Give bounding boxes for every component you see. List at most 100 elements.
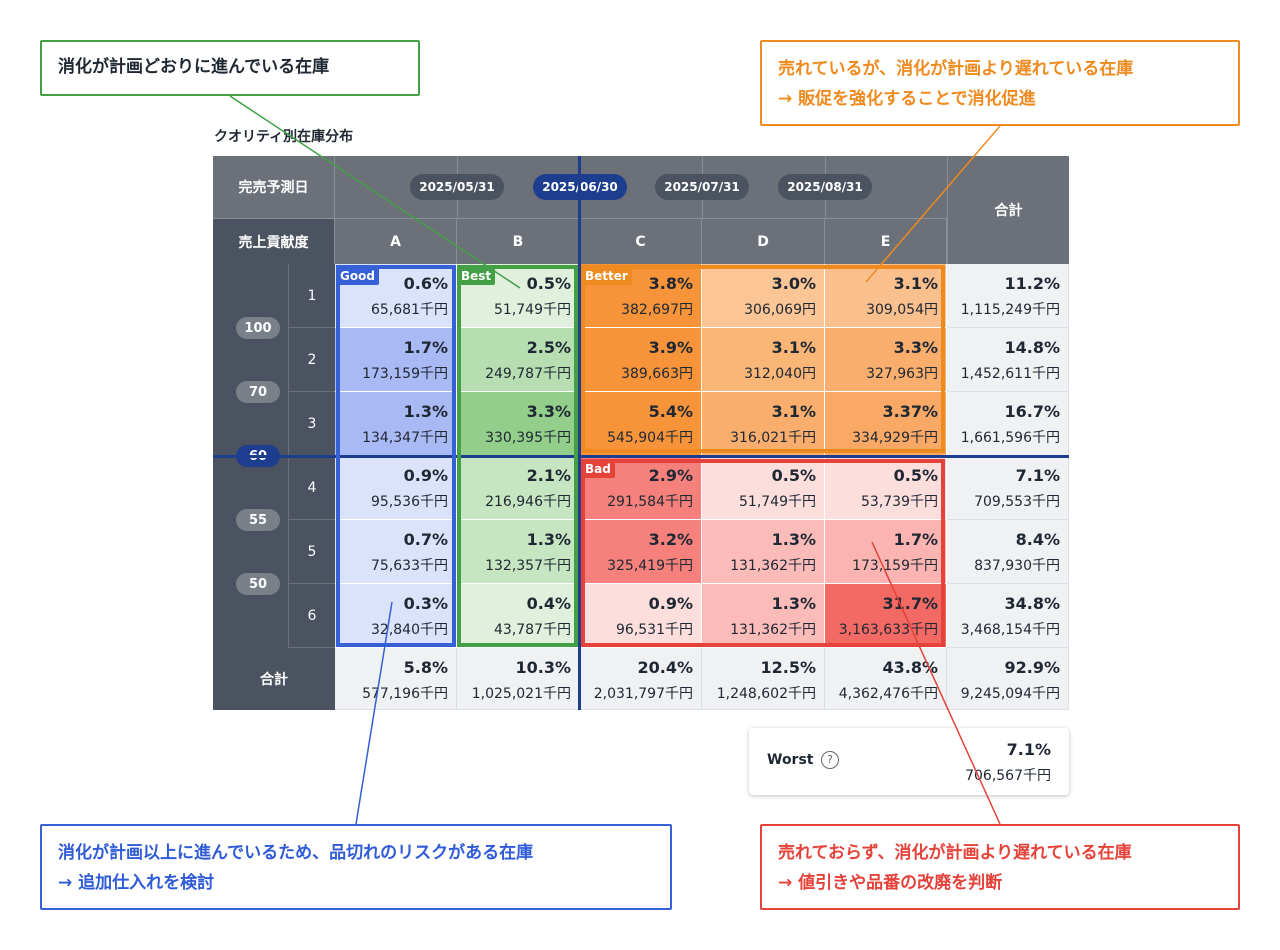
column-total-cell: 20.4% 2,031,797千円 (580, 648, 702, 710)
score-pill[interactable]: 50 (236, 573, 280, 595)
callout-stockout-risk: 消化が計画以上に進んでいるため、品切れのリスクがある在庫 → 追加仕入れを検討 (40, 824, 672, 910)
score-pill[interactable]: 55 (236, 509, 280, 531)
connector-not-selling (871, 541, 1001, 825)
column-header-c[interactable]: C (580, 219, 702, 264)
cell-percent: 5.8% (403, 658, 448, 677)
column-header-e[interactable]: E (825, 219, 947, 264)
cell-amount: 334,929千円 (852, 430, 938, 446)
cell-amount: 389,663円 (621, 366, 693, 382)
cell-percent: 3.1% (771, 402, 816, 421)
matrix-cell[interactable]: 0.9% 95,536千円 (335, 456, 457, 520)
cell-percent: 92.9% (1004, 658, 1060, 677)
matrix-cell[interactable]: 0.5% 51,749千円 (702, 456, 825, 520)
matrix-cell[interactable]: 0.7% 75,633千円 (335, 520, 457, 584)
column-total-cell: 10.3% 1,025,021千円 (457, 648, 580, 710)
date-pill[interactable]: 2025/08/31 (778, 174, 872, 200)
row-total-cell: 7.1% 709,553千円 (947, 456, 1069, 520)
matrix-cell[interactable]: 0.9% 96,531千円 (580, 584, 702, 648)
chart-title: クオリティ別在庫分布 (214, 129, 354, 145)
matrix-cell[interactable]: 1.3% 131,362千円 (702, 520, 825, 584)
question-circle-icon[interactable]: ? (821, 751, 839, 769)
cell-amount: 95,536千円 (371, 494, 448, 510)
cell-percent: 1.7% (893, 530, 938, 549)
cell-amount: 1,452,611千円 (960, 366, 1060, 382)
cell-percent: 0.5% (893, 466, 938, 485)
cell-percent: 1.3% (771, 594, 816, 613)
callout-on-plan: 消化が計画どおりに進んでいる在庫 (40, 40, 420, 96)
matrix-cell[interactable]: 0.4% 43,787千円 (457, 584, 580, 648)
matrix-cell[interactable]: 3.1% 316,021千円 (702, 392, 825, 456)
cell-percent: 3.9% (648, 338, 693, 357)
matrix-cell[interactable]: 3.9% 389,663円 (580, 328, 702, 392)
date-pill[interactable]: 2025/07/31 (655, 174, 749, 200)
matrix-cell[interactable]: 1.3% 132,357千円 (457, 520, 580, 584)
cell-amount: 2,031,797千円 (593, 686, 693, 702)
cell-amount: 249,787千円 (485, 366, 571, 382)
cell-amount: 75,633千円 (371, 558, 448, 574)
vertical-divider (578, 156, 581, 710)
matrix-cell[interactable]: 2.5% 249,787千円 (457, 328, 580, 392)
cell-amount: 1,661,596千円 (960, 430, 1060, 446)
worst-card: Worst ? 7.1% 706,567千円 (749, 728, 1069, 795)
cell-amount: 327,963円 (866, 366, 938, 382)
matrix-cell[interactable]: 1.7% 173,159千円 (335, 328, 457, 392)
score-pill[interactable]: 100 (236, 317, 280, 339)
cell-amount: 1,115,249千円 (960, 302, 1060, 318)
matrix-cell[interactable]: 3.0% 306,069円 (702, 264, 825, 328)
worst-label: Worst (767, 752, 814, 768)
cell-percent: 3.8% (648, 274, 693, 293)
cell-percent: 34.8% (1004, 594, 1060, 613)
cell-amount: 134,347千円 (362, 430, 448, 446)
cell-percent: 3.2% (648, 530, 693, 549)
cell-percent: 3.1% (771, 338, 816, 357)
date-pill[interactable]: 2025/05/31 (410, 174, 504, 200)
grand-total-cell: 92.9% 9,245,094千円 (947, 648, 1069, 710)
row-total-cell: 8.4% 837,930千円 (947, 520, 1069, 584)
matrix-cell[interactable]: 3.2% 325,419千円 (580, 520, 702, 584)
cell-percent: 31.7% (882, 594, 938, 613)
cell-amount: 51,749千円 (494, 302, 571, 318)
column-header-d[interactable]: D (702, 219, 825, 264)
matrix-cell[interactable]: 1.3% 134,347千円 (335, 392, 457, 456)
cell-amount: 51,749千円 (739, 494, 816, 510)
matrix-cell[interactable]: 5.4% 545,904千円 (580, 392, 702, 456)
sellout-date-header: 完売予測日 (213, 156, 335, 219)
column-header-b[interactable]: B (457, 219, 580, 264)
matrix-cell[interactable]: 0.5% 53,739千円 (825, 456, 947, 520)
matrix-cell[interactable]: 3.3% 327,963円 (825, 328, 947, 392)
callout-note: → 販促を強化することで消化促進 (778, 89, 1036, 109)
score-pill[interactable]: 70 (236, 381, 280, 403)
callout-title: 売れておらず、消化が計画より遅れている在庫 (778, 843, 1132, 863)
matrix-cell[interactable]: 2.9% 291,584千円 (580, 456, 702, 520)
cell-amount: 312,040円 (744, 366, 816, 382)
cell-amount: 330,395千円 (485, 430, 571, 446)
row-label-4: 4 (288, 456, 335, 520)
matrix-cell[interactable]: 3.1% 312,040円 (702, 328, 825, 392)
matrix-cell[interactable]: 2.1% 216,946千円 (457, 456, 580, 520)
cell-percent: 2.9% (648, 466, 693, 485)
matrix-cell[interactable]: 3.1% 309,054円 (825, 264, 947, 328)
cell-percent: 1.3% (771, 530, 816, 549)
cell-percent: 3.1% (893, 274, 938, 293)
cell-percent: 3.37% (882, 402, 938, 421)
row-label-3: 3 (288, 392, 335, 456)
cell-percent: 3.3% (526, 402, 571, 421)
callout-not-selling: 売れておらず、消化が計画より遅れている在庫 → 値引きや品番の改廃を判断 (760, 824, 1240, 910)
contribution-header: 売上貢献度 (213, 219, 335, 264)
cell-amount: 316,021千円 (730, 430, 816, 446)
good-tag: Good (336, 267, 379, 285)
cell-amount: 577,196千円 (362, 686, 448, 702)
cell-amount: 309,054円 (866, 302, 938, 318)
matrix-cell[interactable]: 1.3% 131,362千円 (702, 584, 825, 648)
matrix-cell[interactable]: 0.3% 32,840千円 (335, 584, 457, 648)
cell-percent: 8.4% (1015, 530, 1060, 549)
cell-percent: 14.8% (1004, 338, 1060, 357)
cell-percent: 5.4% (648, 402, 693, 421)
cell-percent: 12.5% (760, 658, 816, 677)
horizontal-divider (213, 455, 1069, 458)
column-header-a[interactable]: A (335, 219, 457, 264)
cell-amount: 43,787千円 (494, 622, 571, 638)
cell-percent: 1.3% (526, 530, 571, 549)
matrix-cell[interactable]: 3.8% 382,697円 (580, 264, 702, 328)
cell-amount: 306,069円 (744, 302, 816, 318)
